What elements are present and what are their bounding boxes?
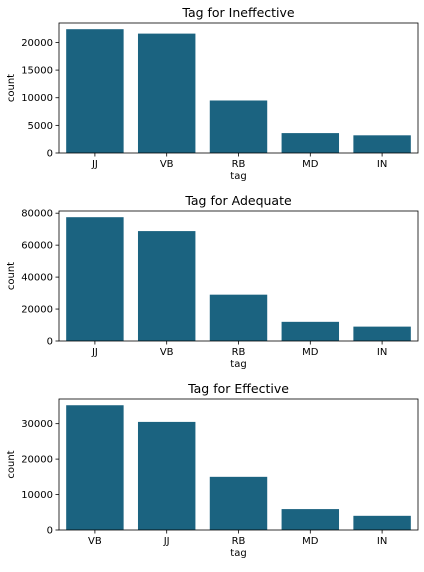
x-tick-label: JJ (163, 536, 170, 547)
x-tick-label: MD (302, 536, 319, 547)
bar-jj (66, 29, 124, 153)
x-tick-label: MD (302, 159, 319, 170)
bar-in (353, 326, 411, 341)
chart-title: Tag for Adequate (184, 193, 292, 208)
y-tick-label: 5000 (28, 121, 53, 132)
bar-vb (137, 33, 196, 153)
bar-rb (209, 476, 268, 530)
chart-title: Tag for Effective (187, 381, 289, 396)
y-tick-label: 60000 (21, 241, 53, 252)
y-tick-label: 10000 (21, 490, 53, 501)
y-axis-label: count (6, 450, 17, 478)
chart-panel-1: 0 5000 10000 15000 20000 JJ VB RB MD IN Tag for In… (6, 5, 419, 182)
x-tick-label: RB (232, 536, 246, 547)
y-tick-label: 20000 (21, 455, 53, 466)
x-tick-label: IN (377, 159, 387, 170)
chart-panel-3: 0 10000 20000 30000 VB JJ RB MD IN Tag for Effect… (6, 381, 419, 559)
x-tick-label: VB (88, 536, 102, 547)
x-axis-label: tag (230, 548, 246, 559)
bar-jj (66, 217, 124, 341)
x-axis-label: tag (230, 171, 246, 182)
y-tick-label: 30000 (21, 419, 53, 430)
x-tick-label: RB (232, 347, 246, 358)
y-tick-label: 15000 (21, 66, 53, 77)
y-tick-label: 0 (47, 337, 53, 348)
y-tick-label: 40000 (21, 273, 53, 284)
x-tick-label: MD (302, 347, 319, 358)
y-tick-label: 20000 (21, 305, 53, 316)
y-tick-label: 80000 (21, 209, 53, 220)
y-tick-label: 0 (47, 526, 53, 537)
bar-md (281, 509, 340, 530)
y-tick-label: 10000 (21, 93, 53, 104)
x-tick-label: IN (377, 347, 387, 358)
bar-md (281, 133, 340, 153)
bar-rb (209, 294, 268, 341)
y-tick-label: 20000 (21, 38, 53, 49)
y-axis-label: count (6, 74, 17, 102)
chart-title: Tag for Ineffective (181, 5, 295, 20)
chart-panel-2: 0 20000 40000 60000 80000 JJ VB RB MD IN Tag for A… (6, 193, 419, 370)
bar-rb (209, 100, 268, 153)
x-tick-label: RB (232, 159, 246, 170)
bar-md (281, 321, 340, 341)
x-axis-label: tag (230, 359, 246, 370)
bar-in (353, 515, 411, 530)
x-tick-label: VB (160, 347, 174, 358)
x-tick-label: IN (377, 536, 387, 547)
bar-vb (66, 405, 124, 530)
y-axis-label: count (6, 262, 17, 290)
x-tick-label: JJ (91, 159, 98, 170)
x-tick-label: VB (160, 159, 174, 170)
bar-jj (137, 421, 196, 530)
bar-in (353, 135, 411, 153)
y-tick-label: 0 (47, 149, 53, 160)
x-tick-label: JJ (91, 347, 98, 358)
bar-vb (137, 231, 196, 341)
